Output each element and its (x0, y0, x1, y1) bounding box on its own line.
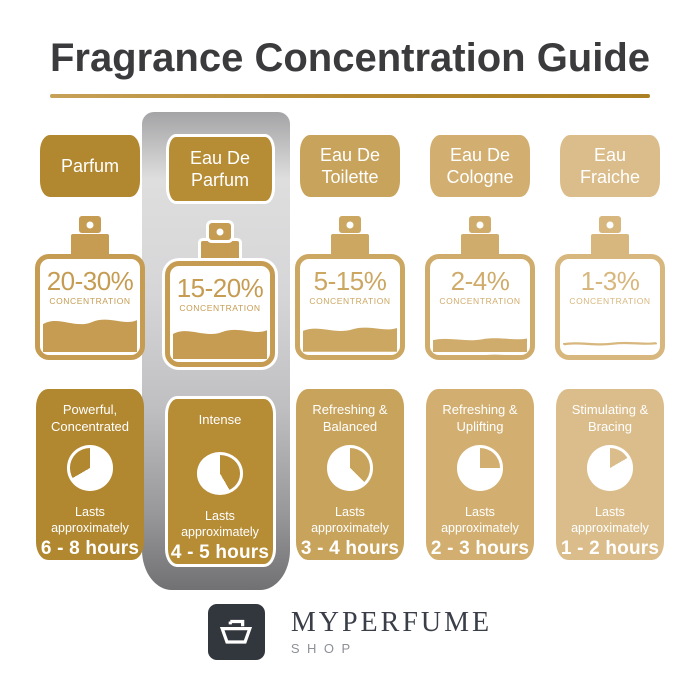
info-card: Refreshing & Uplifting Lasts approximate… (426, 389, 534, 560)
info-card: Stimulating & Bracing Lasts approximatel… (556, 389, 664, 560)
type-badge-label: Eau De Toilette (319, 144, 381, 188)
brand-logo (207, 604, 265, 660)
bottle-body: 15-20% CONCENTRATION (165, 261, 275, 367)
type-badge-label: Eau De Cologne (446, 144, 514, 188)
perfume-bottle-icon: 15-20% CONCENTRATION (165, 223, 275, 367)
column-parfum: Parfum 20-30% CONCENTRATION Powerful, Co… (25, 112, 155, 590)
liquid-fill (173, 323, 267, 359)
concentration-label: CONCENTRATION (179, 303, 261, 313)
nozzle-dot-icon (606, 221, 614, 228)
bottle-body: 1-3% CONCENTRATION (555, 254, 665, 360)
lasts-label: Lasts approximately (441, 504, 519, 535)
bottle-body: 20-30% CONCENTRATION (35, 254, 145, 360)
bottle-collar (71, 234, 109, 254)
brand-footer: MYPERFUME SHOP (0, 604, 700, 660)
clock-icon (587, 445, 633, 491)
bottle-nozzle-icon (469, 216, 491, 233)
bottle-collar (331, 234, 369, 254)
clock-icon (327, 445, 373, 491)
type-badge: Eau De Toilette (300, 135, 400, 197)
concentration-label: CONCENTRATION (439, 296, 521, 306)
bottle-collar (461, 234, 499, 254)
type-badge-label: Eau Fraiche (579, 144, 641, 188)
bottle-nozzle-icon (209, 223, 231, 240)
concentration-value: 15-20% (176, 273, 264, 303)
bottle-nozzle-icon (599, 216, 621, 233)
brand-text: MYPERFUME SHOP (290, 606, 493, 657)
lasts-label: Lasts approximately (311, 504, 389, 535)
scent-descriptor: Refreshing & Uplifting (442, 402, 518, 434)
bottle-body: 5-15% CONCENTRATION (295, 254, 405, 360)
bottle-nozzle-icon (339, 216, 361, 233)
type-badge: Eau De Cologne (430, 135, 530, 197)
clock-icon (67, 445, 113, 491)
concentration-label: CONCENTRATION (569, 296, 651, 306)
concentration-label: CONCENTRATION (309, 296, 391, 306)
duration-value: 4 - 5 hours (170, 542, 270, 563)
bottle-body: 2-4% CONCENTRATION (425, 254, 535, 360)
type-badge: Parfum (40, 135, 140, 197)
scent-descriptor: Refreshing & Balanced (312, 402, 388, 434)
lasts-label: Lasts approximately (51, 504, 129, 535)
concentration-label: CONCENTRATION (49, 296, 131, 306)
concentration-value: 2-4% (450, 266, 510, 296)
perfume-bottle-icon (220, 619, 253, 644)
type-badge-label: Parfum (60, 155, 120, 176)
liquid-fill (563, 340, 657, 352)
concentration-value: 20-30% (46, 266, 134, 296)
duration-value: 2 - 3 hours (430, 538, 530, 559)
info-card: Refreshing & Balanced Lasts approximatel… (296, 389, 404, 560)
scent-descriptor: Intense (198, 412, 242, 427)
lasts-label: Lasts approximately (571, 504, 649, 535)
scent-descriptor: Stimulating & Bracing (571, 402, 649, 434)
perfume-bottle-icon: 1-3% CONCENTRATION (555, 216, 665, 360)
nozzle-dot-icon (346, 221, 354, 228)
perfume-bottle-icon: 20-30% CONCENTRATION (35, 216, 145, 360)
title-underline (50, 94, 650, 98)
column-eau-de-toilette: Eau De Toilette 5-15% CONCENTRATION Refr… (285, 112, 415, 590)
concentration-value: 1-3% (580, 266, 640, 296)
clock-icon (197, 452, 243, 495)
bottle-collar (591, 234, 629, 254)
duration-value: 1 - 2 hours (560, 538, 660, 559)
brand-subtitle: SHOP (290, 641, 358, 657)
info-card: Intense Lasts approximately 4 - 5 hours (164, 396, 276, 567)
column-eau-de-parfum: Eau De Parfum 15-20% CONCENTRATION Inten… (155, 112, 285, 590)
concentration-value: 5-15% (313, 266, 387, 296)
clock-icon (457, 445, 503, 491)
page-title: Fragrance Concentration Guide (49, 36, 651, 80)
info-card: Powerful, Concentrated Lasts approximate… (36, 389, 144, 560)
liquid-fill (433, 335, 527, 355)
nozzle-dot-icon (86, 221, 94, 228)
scent-descriptor: Powerful, Concentrated (50, 402, 130, 434)
perfume-bottle-icon: 2-4% CONCENTRATION (425, 216, 535, 360)
bottle-collar (201, 241, 239, 261)
duration-value: 6 - 8 hours (40, 538, 140, 559)
bottle-nozzle-icon (79, 216, 101, 233)
type-badge-label: Eau De Parfum (189, 147, 251, 191)
liquid-fill (43, 312, 137, 352)
perfume-bottle-icon: 5-15% CONCENTRATION (295, 216, 405, 360)
nozzle-dot-icon (216, 228, 224, 235)
lasts-label: Lasts approximately (181, 508, 259, 539)
type-badge: Eau Fraiche (560, 135, 660, 197)
brand-name: MYPERFUME (290, 606, 493, 638)
column-eau-de-cologne: Eau De Cologne 2-4% CONCENTRATION Refres… (415, 112, 545, 590)
liquid-fill (303, 322, 397, 352)
nozzle-dot-icon (476, 221, 484, 228)
type-badge: Eau De Parfum (165, 134, 275, 204)
column-eau-fraiche: Eau Fraiche 1-3% CONCENTRATION Stimulati… (545, 112, 675, 590)
duration-value: 3 - 4 hours (300, 538, 400, 559)
